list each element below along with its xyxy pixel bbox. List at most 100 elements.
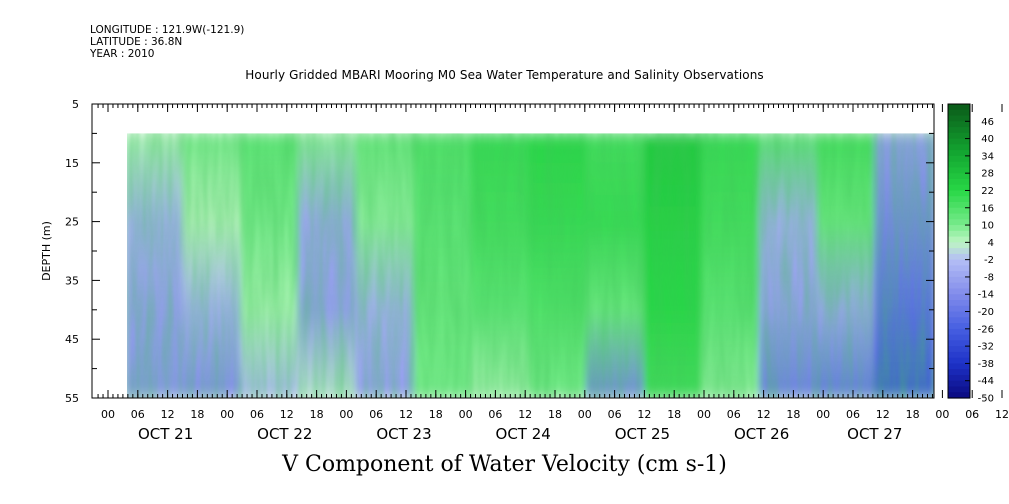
colorbar-swatch	[948, 334, 970, 341]
x-day-label: OCT 27	[847, 425, 902, 443]
y-tick-label: 15	[65, 157, 79, 170]
x-hour-label: 06	[846, 408, 860, 421]
x-day-label: OCT 23	[376, 425, 431, 443]
colorbar-swatch	[948, 225, 970, 232]
colorbar-swatch	[948, 374, 970, 382]
x-hour-label: 06	[965, 408, 979, 421]
x-hour-label: 00	[101, 408, 115, 421]
colorbar-swatch	[948, 282, 970, 290]
colorbar-swatch	[948, 288, 970, 295]
colorbar-swatch	[948, 305, 970, 313]
colorbar-swatch	[948, 392, 970, 399]
y-tick-label: 45	[65, 333, 79, 346]
colorbar-swatch	[948, 351, 970, 359]
x-day-label: OCT 26	[734, 425, 789, 443]
colorbar-swatch	[948, 109, 970, 117]
colorbar-label: 22	[981, 186, 994, 197]
x-hour-label: 18	[548, 408, 562, 421]
x-hour-label: 18	[310, 408, 324, 421]
x-hour-label: 18	[906, 408, 920, 421]
colorbar-swatch	[948, 248, 970, 255]
colorbar-label: -38	[978, 359, 994, 370]
mooring-metadata: LONGITUDE : 121.9W(-121.9) LATITUDE : 36.…	[90, 24, 244, 60]
colorbar-swatch	[948, 178, 970, 186]
colorbar-swatch	[948, 242, 970, 249]
colorbar-swatch	[948, 155, 970, 163]
colorbar-swatch	[948, 202, 970, 209]
x-hour-label: 12	[161, 408, 175, 421]
colorbar-label: -8	[984, 272, 994, 283]
colorbar-label: 34	[981, 151, 994, 162]
chart-title-text: Hourly Gridded MBARI Mooring M0 Sea Wate…	[245, 68, 764, 82]
colorbar-swatch	[948, 380, 970, 388]
x-hour-label: 00	[220, 408, 234, 421]
latitude-text: LATITUDE : 36.8N	[90, 36, 183, 48]
colorbar-swatch	[948, 173, 970, 180]
x-hour-label: 00	[935, 408, 949, 421]
colorbar-label: -20	[978, 307, 994, 318]
colorbar-swatch	[948, 121, 970, 128]
x-hour-label: 06	[488, 408, 502, 421]
colorbar-swatch	[948, 265, 970, 272]
no-data-region	[92, 104, 934, 134]
x-hour-label: 12	[280, 408, 294, 421]
year-text: YEAR : 2010	[90, 48, 155, 60]
heatmap-field	[92, 104, 934, 398]
colorbar-swatch	[948, 311, 970, 318]
colorbar-swatch	[948, 294, 970, 301]
colorbar-label: 16	[981, 203, 994, 214]
colorbar-label: -50	[978, 394, 994, 405]
colorbar-swatch	[948, 357, 970, 365]
x-hour-label: 12	[518, 408, 532, 421]
colorbar-swatch	[948, 236, 970, 243]
colorbar-swatch	[948, 161, 970, 169]
x-hour-label: 00	[459, 408, 473, 421]
colorbar-swatch	[948, 104, 970, 111]
colorbar-swatch	[948, 328, 970, 336]
colorbar-swatch	[948, 127, 970, 134]
colorbar-frame	[947, 103, 971, 399]
colorbar-swatch	[948, 167, 970, 174]
colorbar-swatch	[948, 340, 970, 347]
y-tick-label: 55	[65, 392, 79, 405]
colorbar-swatch	[948, 207, 970, 215]
x-hour-label: 06	[250, 408, 264, 421]
x-hour-label: 18	[190, 408, 204, 421]
x-hour-label: 00	[339, 408, 353, 421]
no-data-region	[92, 104, 127, 398]
colorbar: 46 40 34 28 22 16 10 4 -2 -8 -14 -20 -26 -32 -38 -44 -50	[947, 103, 994, 405]
x-hour-label: 06	[369, 408, 383, 421]
colorbar-label: -44	[978, 376, 994, 387]
x-day-label: OCT 24	[496, 425, 551, 443]
x-hour-label: 18	[667, 408, 681, 421]
colorbar-label: -14	[978, 290, 994, 301]
x-hour-label: 12	[757, 408, 771, 421]
colorbar-swatch	[948, 300, 970, 307]
x-hour-label: 00	[578, 408, 592, 421]
longitude-text: LONGITUDE : 121.9W(-121.9)	[90, 24, 245, 36]
colorbar-label: -2	[984, 255, 994, 266]
colorbar-swatch	[948, 363, 970, 370]
colorbar-swatch	[948, 253, 970, 261]
colorbar-swatch	[948, 184, 970, 192]
colorbar-swatch	[948, 259, 970, 267]
colorbar-label: 40	[981, 134, 994, 145]
colorbar-swatch	[948, 323, 970, 330]
x-hour-label: 18	[786, 408, 800, 421]
colorbar-label: 4	[988, 238, 994, 249]
colorbar-swatch	[948, 369, 970, 376]
colorbar-label: -32	[978, 342, 994, 353]
axes: 5 15 25 35 45 55 00 06 12 18 00 06 12 18 00 06 12 18 00 06 1…	[65, 98, 1009, 443]
colorbar-swatch	[948, 144, 970, 151]
colorbar-swatch	[948, 115, 970, 122]
heatmap-texture	[127, 133, 934, 398]
colorbar-swatch	[948, 276, 970, 284]
colorbar-label: 46	[981, 117, 994, 128]
colorbar-swatch	[948, 196, 970, 203]
x-hour-label: 12	[876, 408, 890, 421]
colorbar-label: 10	[981, 221, 994, 232]
colorbar-label: 28	[981, 169, 994, 180]
colorbar-swatch	[948, 271, 970, 278]
chart-title: Hourly Gridded MBARI Mooring M0 Sea Wate…	[0, 68, 1009, 82]
